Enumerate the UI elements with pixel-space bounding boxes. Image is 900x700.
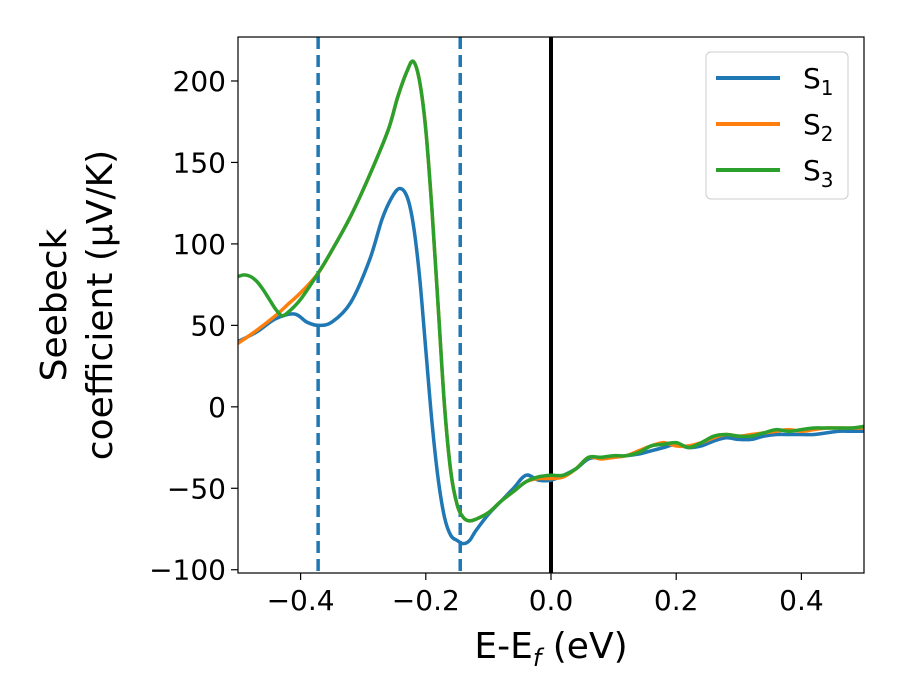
y-tick-label: 50 <box>190 309 226 342</box>
x-axis-label: E-Ef (eV) <box>474 626 627 672</box>
y-axis-label-line2: coefficient (μV/K) <box>80 150 121 460</box>
y-axis: −100 −50 0 50 100 150 200 <box>149 65 238 587</box>
legend-label-s2: S2 <box>803 108 834 146</box>
x-tick-label: 0.2 <box>654 584 699 617</box>
x-tick-label: −0.2 <box>392 584 460 617</box>
y-tick-label: 150 <box>173 146 226 179</box>
legend-label-s3: S3 <box>803 154 834 192</box>
y-tick-label: 100 <box>173 228 226 261</box>
y-tick-label: −100 <box>149 554 226 587</box>
series-line-s1 <box>238 186 864 546</box>
x-tick-label: 0.4 <box>779 584 824 617</box>
x-tick-label: 0.0 <box>529 584 574 617</box>
y-axis-label: Seebeck coefficient (μV/K) <box>34 150 121 460</box>
series-line-s3 <box>238 59 864 523</box>
y-tick-label: 200 <box>173 65 226 98</box>
x-axis: −0.4 −0.2 0.0 0.2 0.4 <box>267 573 824 617</box>
y-axis-label-line1: Seebeck <box>34 228 75 381</box>
legend-label-s1: S1 <box>803 62 834 100</box>
x-tick-label: −0.4 <box>267 584 335 617</box>
legend: S1 S2 S3 <box>705 51 849 200</box>
y-tick-label: −50 <box>167 472 226 505</box>
y-tick-label: 0 <box>208 391 226 424</box>
